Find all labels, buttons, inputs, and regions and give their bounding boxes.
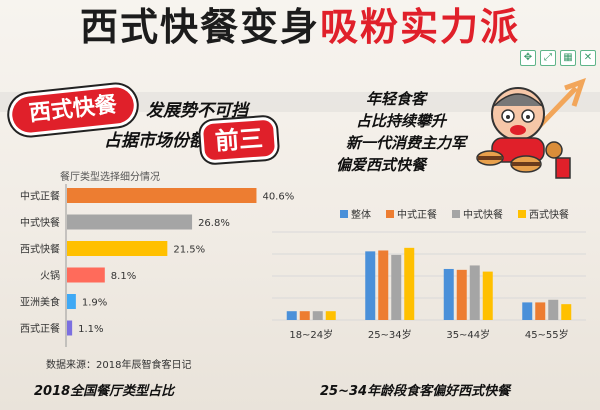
category-label: 25~34岁	[368, 328, 412, 341]
mascot-illustration	[476, 78, 586, 179]
value-label: 21.5%	[173, 245, 205, 256]
bar	[67, 320, 73, 336]
category-label: 火锅	[40, 270, 60, 282]
bar	[67, 241, 168, 256]
legend-swatch	[452, 210, 460, 218]
drink-cup-icon	[555, 157, 571, 179]
category-label: 35~44岁	[446, 328, 490, 341]
data-source-note: 数据来源：2018年辰智食客日记	[46, 360, 192, 371]
value-label: 1.1%	[78, 324, 103, 335]
move-icon[interactable]: ✥	[520, 50, 536, 66]
bar	[561, 304, 572, 320]
close-icon[interactable]: ✕	[580, 50, 596, 66]
bar	[469, 265, 480, 320]
bar	[391, 254, 402, 320]
bar	[443, 268, 454, 320]
bar	[378, 250, 389, 320]
mascot-pupil-right	[526, 115, 530, 119]
restaurant-type-bar-chart: 中式正餐 40.6% 中式快餐 26.8% 西式快餐 21.5% 火锅 8.1% 亚洲美食 1.9…	[20, 184, 294, 347]
bar	[365, 251, 376, 320]
mascot-hair	[493, 93, 543, 107]
bar	[404, 247, 415, 320]
bar	[522, 302, 533, 320]
bar	[548, 299, 559, 320]
background-stripe	[0, 92, 600, 112]
top-three-badge: 前三	[202, 119, 276, 161]
category-label: 中式快餐	[20, 216, 60, 229]
right-line-4: 偏爱西式快餐	[336, 156, 427, 174]
mascot-pupil-left	[506, 115, 510, 119]
bar	[535, 302, 546, 320]
bar	[67, 188, 257, 203]
grid-icon[interactable]: ▦	[560, 50, 576, 66]
chicken-nugget-icon	[545, 141, 563, 159]
legend-swatch	[518, 210, 526, 218]
value-label: 26.8%	[198, 218, 230, 229]
legend-label: 中式快餐	[463, 208, 503, 221]
value-label: 1.9%	[82, 298, 107, 309]
right-line-3: 新一代消费主力军	[346, 134, 467, 152]
slogan-line-2: 占据市场份额	[104, 131, 206, 151]
bar	[299, 311, 310, 320]
category-label: 18~24岁	[289, 328, 333, 341]
bar	[67, 214, 193, 230]
bar	[482, 271, 493, 320]
legend-swatch	[386, 210, 394, 218]
title-red-part: 吸粉实力派	[320, 5, 521, 49]
category-label: 亚洲美食	[20, 296, 60, 309]
left-chart-caption: 2018全国餐厅类型占比	[34, 384, 175, 399]
bar	[286, 311, 297, 320]
legend-label: 西式快餐	[529, 208, 569, 221]
category-label: 45~55岁	[525, 328, 569, 341]
bar	[456, 269, 467, 320]
arrow-decoration	[564, 78, 586, 107]
category-label: 中式正餐	[20, 190, 60, 203]
burger-patty	[478, 156, 502, 160]
right-line-1: 年轻食客	[366, 90, 427, 108]
page-title: 西式快餐变身吸粉实力派	[0, 2, 600, 52]
bar	[325, 311, 336, 320]
bar	[312, 311, 323, 320]
bar	[67, 267, 105, 283]
floating-toolbar: ✥ ⤢ ▦ ✕	[516, 50, 600, 66]
left-chart-title: 餐厅类型选择细分情况	[60, 172, 160, 183]
slogan-line-1: 发展势不可挡	[146, 101, 248, 121]
category-label: 西式快餐	[20, 243, 60, 256]
category-label: 西式正餐	[20, 322, 60, 335]
value-label: 8.1%	[111, 271, 136, 282]
right-chart-caption: 25~34年龄段食客偏好西式快餐	[320, 384, 511, 399]
mascot-mouth	[510, 125, 526, 135]
title-black-part: 西式快餐变身	[79, 5, 320, 49]
age-group-bar-chart: 整体 中式正餐 中式快餐 西式快餐 18~24岁 25~34岁 35~44岁 45~55岁	[272, 208, 586, 341]
burger-patty-2	[512, 162, 540, 166]
bar	[67, 294, 76, 309]
legend-label: 中式正餐	[397, 208, 437, 221]
right-line-2: 占比持续攀升	[356, 112, 447, 130]
expand-icon[interactable]: ⤢	[540, 50, 556, 66]
legend-label: 整体	[351, 208, 371, 221]
legend-swatch	[340, 210, 348, 218]
value-label: 40.6%	[262, 192, 294, 203]
